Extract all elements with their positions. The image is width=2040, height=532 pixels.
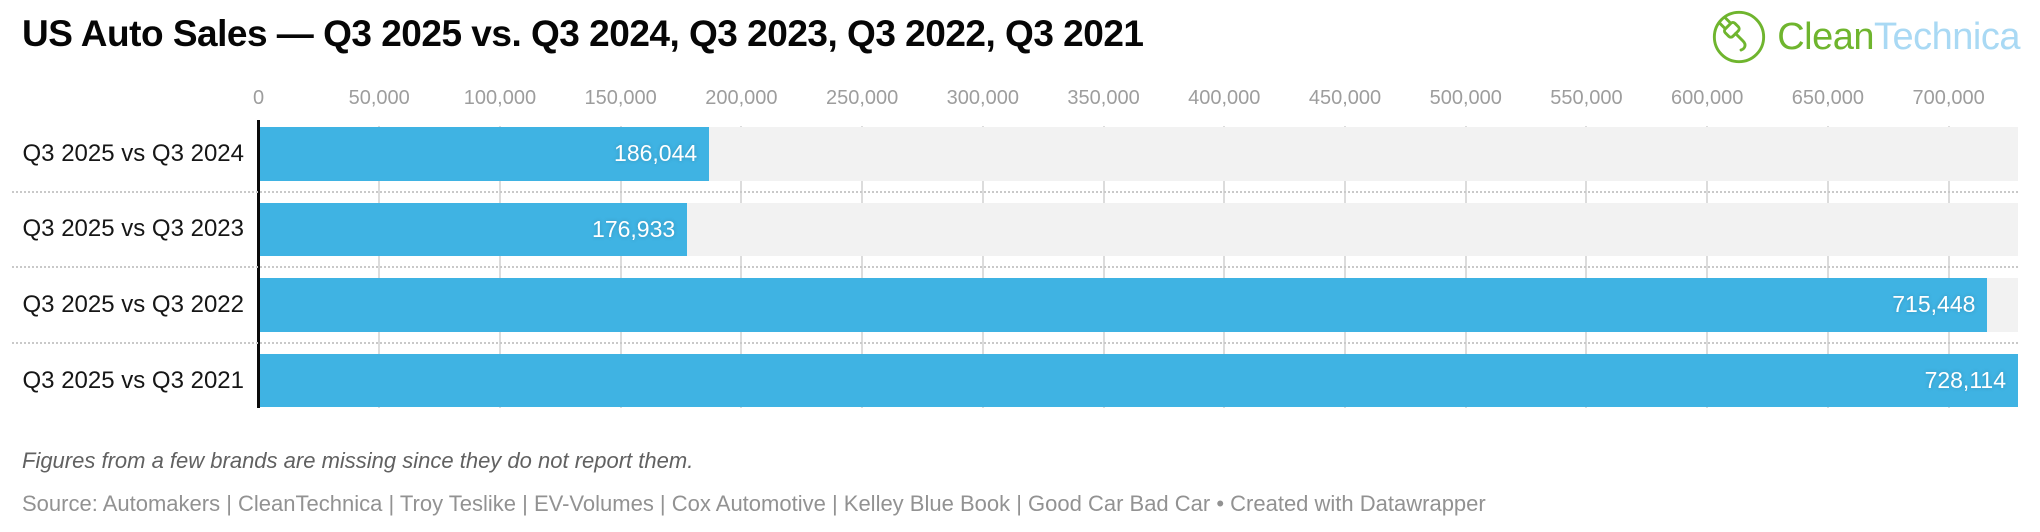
x-tick-label: 500,000 [1429,87,1502,109]
bar-value-label: 176,933 [592,215,676,242]
category-label: Q3 2025 vs Q3 2023 [22,215,244,243]
cleantechnica-logo-link[interactable]: CleanTechnica [1710,8,2020,66]
x-tick-label: 350,000 [1067,87,1140,109]
x-tick-label: 100,000 [463,87,537,109]
x-tick-label: 650,000 [1791,87,1865,109]
x-tick-label: 600,000 [1671,87,1744,109]
category-label: Q3 2025 vs Q3 2021 [22,366,244,394]
row-separator [12,190,2018,193]
cleantechnica-wordmark: CleanTechnica [1777,16,2020,59]
bar-value-label: 715,448 [1892,291,1976,318]
bar-value-label: 186,044 [614,140,698,167]
cleantechnica-icon [1710,8,1768,66]
x-tick-label: 300,000 [946,87,1019,109]
category-label: Q3 2025 vs Q3 2024 [22,139,244,167]
row-separator [12,266,2018,269]
bar[interactable]: 715,448 [260,278,1988,332]
x-tick-label: 450,000 [1308,87,1382,109]
bar-value-label: 728,114 [1924,367,2006,394]
y-axis-line [257,120,260,408]
category-label: Q3 2025 vs Q3 2022 [22,290,244,318]
logo-clean-text: Clean [1777,15,1875,58]
x-tick-label: 150,000 [584,87,657,109]
source-line: Source: Automakers | CleanTechnica | Tro… [22,491,1486,516]
footnote: Figures from a few brands are missing si… [22,448,694,473]
x-tick-label: 550,000 [1550,87,1623,109]
bar[interactable]: 176,933 [260,202,688,257]
x-tick-label: 200,000 [705,87,778,109]
bar[interactable]: 728,114 [260,353,2018,408]
x-tick-label: 250,000 [825,87,899,109]
x-tick-label: 400,000 [1188,87,1261,109]
x-tick-label: 50,000 [348,87,410,109]
chart-title: US Auto Sales — Q3 2025 vs. Q3 2024, Q3 … [22,13,1144,54]
x-tick-label: 0 [252,87,265,109]
x-tick-label: 700,000 [1912,87,1985,109]
row-separator [12,342,2018,344]
bar[interactable]: 186,044 [260,127,710,181]
logo-technica-text: Technica [1874,15,2020,58]
